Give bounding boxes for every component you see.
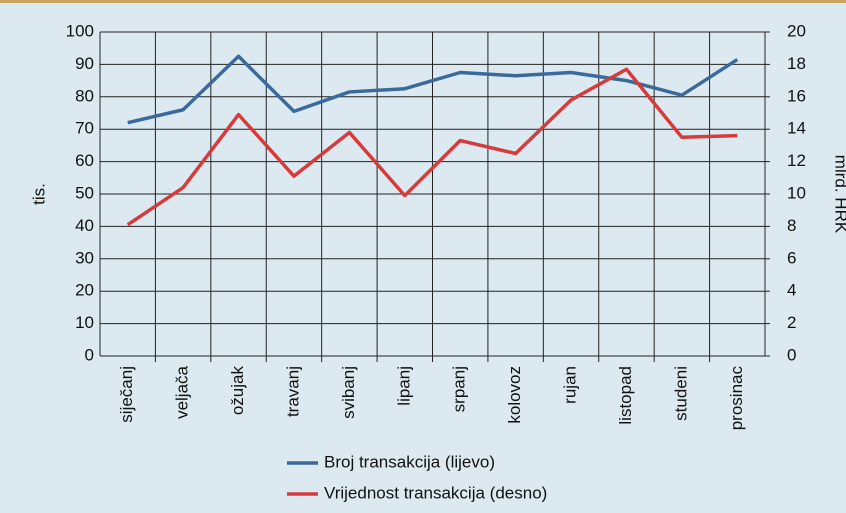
legend-label: Vrijednost transakcija (desno) (324, 483, 547, 502)
y2-tick-label: 2 (787, 313, 796, 332)
y2-axis-label: mlrd. HRK (832, 155, 846, 234)
x-tick-label: veljača (173, 365, 192, 418)
y-tick-label: 70 (75, 119, 94, 138)
x-tick-label: ožujak (228, 366, 247, 416)
y2-tick-label: 6 (787, 248, 796, 267)
y2-tick-label: 16 (787, 86, 806, 105)
series-line (126, 67, 738, 227)
y-tick-label: 20 (75, 281, 94, 300)
y-tick-label: 30 (75, 248, 94, 267)
x-tick-label: lipanj (394, 366, 413, 406)
y2-tick-label: 8 (787, 216, 796, 235)
y2-tick-label: 20 (787, 21, 806, 40)
y-tick-label: 40 (75, 216, 94, 235)
y-tick-label: 0 (85, 345, 94, 364)
y-tick-label: 10 (75, 313, 94, 332)
y2-tick-label: 12 (787, 151, 806, 170)
y-tick-label: 90 (75, 54, 94, 73)
y2-tick-label: 10 (787, 183, 806, 202)
x-tick-label: siječanj (117, 366, 136, 423)
y2-tick-label: 18 (787, 54, 806, 73)
x-tick-label: travanj (283, 366, 302, 417)
x-tick-label: svibanj (339, 366, 358, 419)
y2-tick-label: 4 (787, 281, 796, 300)
y2-tick-label: 14 (787, 119, 806, 138)
y-tick-label: 50 (75, 183, 94, 202)
y-tick-label: 100 (66, 21, 94, 40)
x-tick-label: prosinac (727, 366, 746, 431)
x-tick-label: kolovoz (505, 366, 524, 424)
x-tick-label: rujan (561, 366, 580, 404)
legend-label: Broj transakcija (lijevo) (324, 452, 495, 471)
y-tick-label: 60 (75, 151, 94, 170)
y-axis-label: tis. (29, 183, 48, 205)
x-tick-label: studeni (671, 366, 690, 421)
y2-tick-label: 0 (787, 345, 796, 364)
x-tick-label: listopad (616, 366, 635, 425)
y-tick-label: 80 (75, 86, 94, 105)
x-tick-label: srpanj (450, 366, 469, 412)
